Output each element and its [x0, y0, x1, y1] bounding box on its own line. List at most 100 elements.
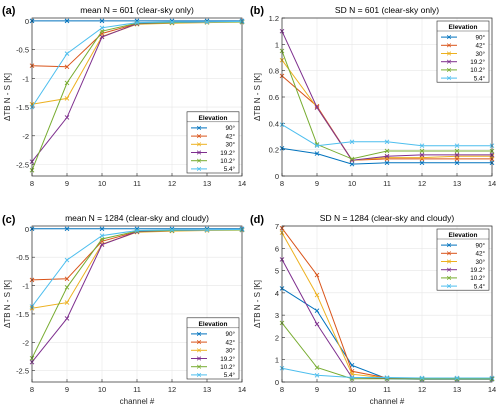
- x-tick-label: 12: [418, 179, 426, 188]
- legend: Elevation 90°42°30°19.2°10.2°5.4°: [436, 20, 490, 83]
- y-tick-label: 0: [275, 378, 279, 387]
- legend-marker: [446, 259, 452, 264]
- legend-marker: [446, 67, 452, 72]
- legend-entry-label: 10.2°: [220, 363, 235, 371]
- legend-title: Elevation: [449, 232, 478, 239]
- panel-label: (d): [250, 214, 264, 226]
- x-tick-label: 11: [133, 385, 141, 394]
- y-tick-label: -2.5: [16, 367, 29, 376]
- legend-marker: [446, 35, 452, 40]
- legend-entry-label: 5.4°: [474, 74, 486, 82]
- x-tick-label: 11: [383, 385, 391, 394]
- y-tick-label: 1: [275, 40, 279, 49]
- legend-marker: [446, 267, 452, 272]
- x-tick-label: 13: [203, 179, 211, 188]
- data-point-marker: [169, 227, 175, 233]
- data-point-marker: [64, 226, 70, 232]
- x-tick-label: 14: [238, 179, 246, 188]
- legend-marker: [196, 372, 202, 377]
- legend-entry-label: 5.4°: [224, 371, 236, 379]
- data-point-marker: [64, 276, 70, 282]
- chart-title: SD N = 601 (clear-sky only): [335, 5, 439, 15]
- y-axis-label: ΔTB N - S [K]: [253, 73, 262, 121]
- legend: Elevation 90°42°30°19.2°10.2°5.4°: [436, 228, 490, 291]
- data-point-marker: [314, 372, 320, 378]
- legend-marker: [446, 284, 452, 289]
- y-tick-label: -2.5: [16, 161, 29, 170]
- legend-marker: [446, 51, 452, 56]
- legend-entry-label: 10.2°: [470, 274, 485, 282]
- data-point-marker: [64, 64, 70, 70]
- legend-entry-label: 90°: [475, 33, 485, 41]
- data-point-marker: [64, 284, 70, 290]
- data-point-marker: [384, 375, 390, 380]
- legend-entry-label: 90°: [225, 330, 235, 338]
- legend-entry-label: 42°: [475, 250, 485, 258]
- data-point-marker: [384, 139, 390, 145]
- axes-frame: [281, 17, 493, 177]
- data-point-marker: [419, 152, 425, 158]
- data-point-marker: [204, 19, 210, 25]
- data-point-marker: [64, 257, 70, 263]
- legend-entry-label: 30°: [475, 258, 485, 266]
- y-tick-label: 1.2: [269, 14, 279, 23]
- y-tick-label: -0.5: [16, 253, 29, 262]
- data-point-marker: [314, 272, 320, 278]
- data-point-marker: [64, 96, 70, 101]
- legend: Elevation 90°42°30°19.2°10.2°5.4°: [186, 111, 240, 174]
- legend-entry-label: 30°: [225, 141, 235, 149]
- legend-entry-label: 19.2°: [220, 149, 235, 157]
- data-point-marker: [314, 365, 320, 370]
- legend-entry-label: 10.2°: [220, 157, 235, 165]
- x-tick-label: 14: [238, 385, 246, 394]
- data-point-marker: [384, 153, 390, 159]
- data-point-marker: [314, 292, 320, 298]
- chart-title: SD N = 1284 (clear-sky and cloudy): [320, 213, 455, 223]
- data-point-marker: [349, 156, 355, 162]
- data-point-marker: [454, 143, 460, 149]
- y-tick-label: 0: [25, 225, 29, 234]
- y-tick-label: 0: [25, 17, 29, 26]
- y-axis-label: ΔTB N - S [K]: [3, 280, 12, 328]
- x-tick-label: 13: [453, 179, 461, 188]
- data-point-marker: [99, 242, 105, 248]
- data-point-marker: [454, 375, 460, 381]
- data-point-marker: [314, 143, 320, 149]
- x-tick-label: 10: [98, 179, 106, 188]
- y-tick-label: 6: [275, 244, 279, 253]
- data-point-marker: [419, 375, 425, 381]
- legend: Elevation 90°42°30°19.2°10.2°5.4°: [186, 317, 240, 380]
- chart-panel-c: (c) mean N = 1284 (clear-sky and cloudy) 0…: [2, 213, 246, 406]
- chart-title: mean N = 1284 (clear-sky and cloudy): [65, 213, 209, 223]
- x-tick-label: 9: [315, 179, 319, 188]
- data-point-marker: [314, 105, 320, 110]
- legend-marker: [196, 331, 202, 336]
- legend-marker: [196, 348, 202, 353]
- legend-entry-label: 42°: [225, 338, 235, 346]
- y-tick-label: 0.4: [269, 119, 279, 128]
- legend-entry-label: 30°: [225, 347, 235, 355]
- x-tick-label: 12: [418, 385, 426, 394]
- legend-entry-label: 5.4°: [474, 282, 486, 290]
- legend-marker: [446, 251, 452, 256]
- panel-label: (b): [250, 5, 264, 17]
- legend-marker: [446, 76, 452, 81]
- legend-entry-label: 30°: [475, 50, 485, 58]
- data-point-marker: [314, 321, 320, 327]
- legend-marker: [196, 166, 202, 171]
- y-tick-label: -1.5: [16, 310, 29, 319]
- data-point-marker: [204, 227, 210, 233]
- legend-box: [436, 20, 490, 83]
- x-axis-label: channel #: [370, 397, 405, 406]
- data-point-marker: [454, 160, 460, 166]
- data-point-marker: [64, 18, 70, 24]
- x-tick-label: 14: [488, 179, 496, 188]
- chart-panel-d: (d) SD N = 1284 (clear-sky and cloudy) 0 12…: [250, 213, 496, 406]
- x-tick-label: 13: [453, 385, 461, 394]
- data-point-marker: [99, 236, 105, 242]
- legend-entry-label: 90°: [225, 124, 235, 132]
- x-tick-label: 8: [30, 179, 34, 188]
- data-point-marker: [99, 18, 105, 24]
- legend-entry-label: 19.2°: [470, 58, 485, 66]
